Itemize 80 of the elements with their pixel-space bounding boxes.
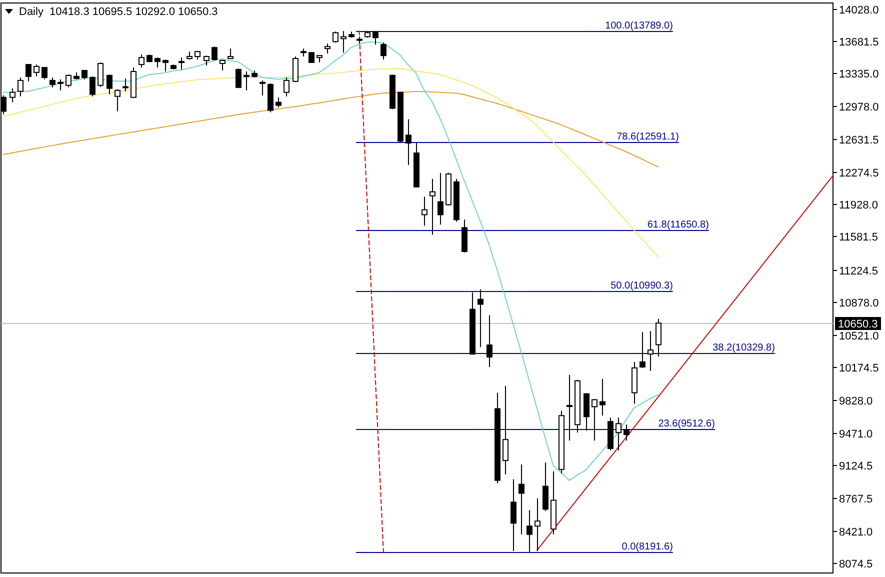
candlestick xyxy=(340,30,346,54)
candlestick xyxy=(534,498,540,552)
candlestick xyxy=(406,118,412,166)
candlestick xyxy=(90,76,96,97)
candlestick xyxy=(486,314,492,368)
candlestick xyxy=(526,510,532,552)
candlestick xyxy=(292,56,298,83)
candlestick xyxy=(566,374,572,442)
y-tick-label: 11928.0 xyxy=(839,199,878,212)
chart-title: Daily 10418.3 10695.5 10292.0 10650.3 xyxy=(19,6,218,18)
candlestick xyxy=(640,332,646,368)
candlestick xyxy=(600,378,606,416)
ref-line-label: 61.8(11650.8) xyxy=(647,220,709,230)
candlestick xyxy=(430,178,436,236)
y-tick-label: 9828.0 xyxy=(839,395,873,408)
candlestick xyxy=(324,43,330,54)
candlestick xyxy=(624,424,630,442)
y-tick-label: 8421.0 xyxy=(839,526,873,538)
candlestick xyxy=(10,88,16,103)
candlestick xyxy=(380,42,386,60)
candlestick xyxy=(510,478,516,552)
candlestick xyxy=(276,96,282,108)
y-tick-label: 10174.5 xyxy=(839,362,879,374)
candlestick xyxy=(50,76,56,88)
candlestick xyxy=(58,78,64,91)
candlestick xyxy=(98,62,104,88)
ref-line-label: 100.0(13789.0) xyxy=(605,20,673,32)
y-tick-label: 9471.0 xyxy=(839,428,873,440)
candlestick xyxy=(592,398,598,442)
candlestick xyxy=(26,64,32,82)
candlestick xyxy=(462,219,468,253)
ref-line-label: 23.6(9512.6) xyxy=(658,418,715,430)
candlestick xyxy=(18,76,24,97)
y-tick-label: 9124.5 xyxy=(839,460,873,472)
candlestick xyxy=(228,48,234,60)
y-tick-label: 11224.5 xyxy=(839,265,878,278)
y-tick-label: 10878.0 xyxy=(839,297,879,310)
candlestick xyxy=(244,70,250,91)
ref-line-label: 78.6(12591.1) xyxy=(616,132,679,142)
ref-line-label: 38.2(10329.8) xyxy=(712,342,775,354)
candlestick xyxy=(332,31,338,44)
candlestick xyxy=(372,31,378,46)
candlestick xyxy=(584,392,590,432)
candlestick xyxy=(34,64,40,77)
candlestick xyxy=(284,76,290,97)
y-tick-label: 10521.0 xyxy=(839,330,879,342)
y-tick-label: 12978.0 xyxy=(839,101,879,114)
candlestick xyxy=(138,54,144,68)
y-tick-label: 13681.5 xyxy=(839,36,879,48)
candlestick xyxy=(616,417,622,452)
candlestick xyxy=(162,58,168,72)
candlestick xyxy=(114,88,120,112)
candlestick xyxy=(478,288,484,348)
ref-line-label: 50.0(10990.3) xyxy=(610,280,673,292)
y-tick-label: 14028.0 xyxy=(839,4,879,16)
ref-line-label: 10650.3 xyxy=(838,318,878,330)
candlestick xyxy=(66,74,72,88)
candlestick xyxy=(106,74,112,95)
y-tick-label: 8767.5 xyxy=(839,493,873,506)
candlestick xyxy=(178,57,184,70)
candlestick xyxy=(422,196,428,226)
candlestick xyxy=(648,330,654,372)
y-tick-label: 11581.5 xyxy=(839,231,878,244)
candlestick xyxy=(204,55,210,66)
y-tick-label: 8074.5 xyxy=(839,558,873,570)
candlestick xyxy=(154,57,160,68)
candlestick xyxy=(656,318,662,357)
y-tick-label: 12631.5 xyxy=(839,134,879,146)
y-tick-label: 12274.5 xyxy=(839,167,879,180)
y-tick-label: 13335.0 xyxy=(839,68,879,80)
candlestick xyxy=(212,46,218,62)
candlestick xyxy=(42,66,48,80)
candlestick xyxy=(122,78,128,92)
candlestick xyxy=(502,385,508,475)
candlestick xyxy=(236,68,242,89)
candlestick xyxy=(518,464,524,535)
ref-line-label: 0.0(8191.6) xyxy=(622,542,673,552)
candlestick xyxy=(438,172,444,226)
candlestick xyxy=(260,80,266,96)
candlestick xyxy=(542,462,548,512)
